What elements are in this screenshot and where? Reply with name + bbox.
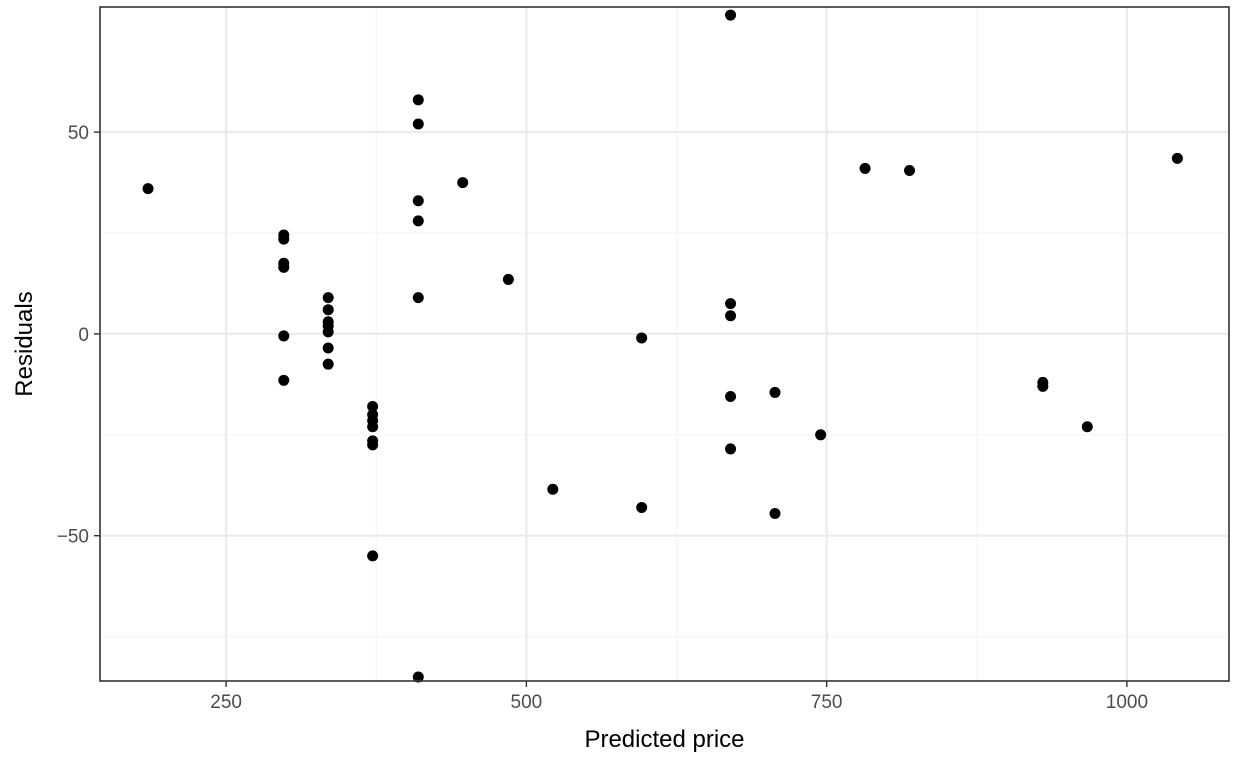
panel-border [99, 6, 1230, 682]
data-point [725, 443, 737, 455]
data-point [1171, 152, 1183, 164]
y-tick-label: 50 [68, 123, 89, 144]
data-point [412, 671, 424, 683]
data-point [636, 332, 648, 344]
data-point [636, 501, 648, 513]
x-tick-label: 750 [811, 692, 843, 713]
data-point [725, 310, 737, 322]
x-axis-title: Predicted price [584, 726, 744, 753]
data-point [412, 195, 424, 207]
data-points [142, 9, 1183, 683]
x-tick-label: 500 [511, 692, 543, 713]
y-tick-label: −50 [57, 527, 89, 548]
data-point [278, 233, 290, 245]
data-point [412, 215, 424, 227]
data-point [322, 342, 334, 354]
data-point [725, 390, 737, 402]
data-point [904, 164, 916, 176]
y-axis-title: Residuals [11, 291, 38, 396]
data-point [322, 358, 334, 370]
data-point [278, 330, 290, 342]
data-point [278, 261, 290, 273]
data-point [1037, 380, 1049, 392]
x-tick-label: 1000 [1106, 692, 1148, 713]
data-point [367, 439, 379, 451]
data-point [725, 9, 737, 21]
data-point [412, 94, 424, 106]
data-point [322, 292, 334, 304]
x-axis-ticks: 250 500 750 1000 [210, 681, 1148, 713]
data-point [322, 304, 334, 316]
data-point [502, 273, 514, 285]
data-point [859, 162, 871, 174]
y-axis-ticks: 50 0 −50 [57, 123, 100, 548]
data-point [547, 483, 559, 495]
data-point [367, 550, 379, 562]
y-tick-label: 0 [78, 325, 89, 346]
data-point [769, 508, 781, 520]
data-point [769, 386, 781, 398]
data-point [412, 292, 424, 304]
data-point [457, 177, 469, 189]
data-point [725, 298, 737, 310]
data-point [1081, 421, 1093, 433]
data-point [367, 401, 379, 413]
x-tick-label: 250 [210, 692, 242, 713]
data-point [322, 326, 334, 338]
data-point [278, 374, 290, 386]
data-point [142, 183, 154, 195]
data-point [815, 429, 827, 441]
data-point [367, 421, 379, 433]
data-point [412, 118, 424, 130]
